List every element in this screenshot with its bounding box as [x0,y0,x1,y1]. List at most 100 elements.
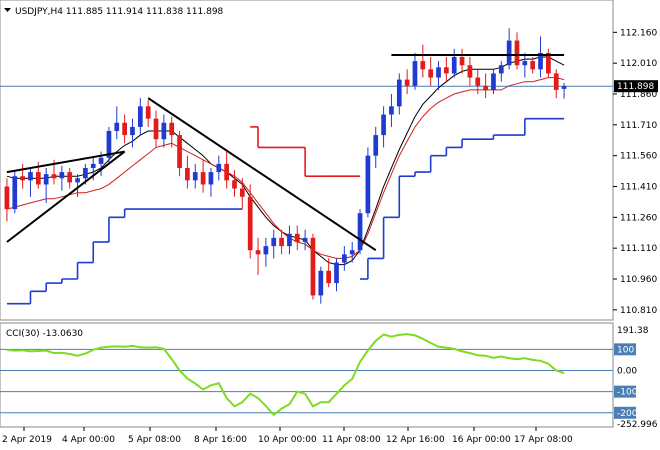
candle-body [381,114,386,136]
candle-body [137,106,143,127]
candle-body [412,61,418,86]
current-price-label: 111.898 [617,82,654,92]
candle-body [491,73,496,90]
candle-body [373,135,379,156]
candle-body [546,52,551,74]
candle-body [263,246,269,255]
candle-body [334,262,339,284]
y-tick-label: 111.560 [620,152,657,162]
candle-body [365,155,371,214]
candle-body [553,73,559,90]
axes: 112.160 112.010 111.860 111.710 111.560 111.4… [2,28,658,445]
candle-body [483,85,488,90]
candle-body [530,61,536,70]
x-tick-label: 2 Apr 2019 [2,435,52,445]
y-tick-label: 110.810 [620,306,657,316]
candle-body [185,168,190,181]
candle-body [357,213,363,251]
cci-level-box [614,385,636,398]
candle-body [302,237,308,242]
candle-body [310,237,316,296]
candle-body [35,172,41,185]
candle-body [28,172,33,181]
candle-body [404,79,410,86]
candle-body [342,254,347,263]
y-tick-label: 112.010 [620,59,657,69]
candle-body [389,106,394,115]
candle-body [208,172,214,185]
candle-body [83,168,88,179]
cci-tick-label: -100 [617,388,638,398]
candle-body [169,122,175,136]
candle-body [522,61,528,66]
x-tick-label: 4 Apr 00:00 [62,435,115,445]
x-tick-label: 17 Apr 08:00 [514,435,573,445]
main-plot-frame [0,0,614,321]
y-tick-label: 110.960 [620,275,657,285]
trendline [147,97,377,252]
candle-body [247,196,253,251]
candle-body [114,122,120,131]
candle-body [98,157,104,164]
candle-body [130,126,135,136]
candle-body [420,61,426,70]
candle-body [239,188,245,197]
candle-body [122,122,127,136]
x-tick-label: 8 Apr 16:00 [194,435,247,445]
candle-body [538,52,543,70]
candle-body [59,172,65,179]
candle-body [67,172,73,183]
cci-title: CCI(30) -13.0630 [6,329,83,339]
candle-body [459,57,465,66]
x-tick-label: 12 Apr 16:00 [386,435,445,445]
candle-body [216,163,222,173]
cci-level-box [614,343,636,356]
candle-body [271,237,277,247]
cci-tick-label: -252.996 [617,420,658,430]
x-tick-label: 11 Apr 08:00 [322,435,381,445]
cci-tick-label: -200 [617,409,638,419]
main-price-panel [0,28,613,305]
candle-body [161,122,167,140]
candle-body [561,86,567,89]
candle-body [90,163,96,168]
x-tick-label: 10 Apr 00:00 [258,435,317,445]
candle-body [326,270,332,284]
cci-level-box [614,406,636,419]
header-panel: USDJPY,H4 111.885 111.914 111.838 111.89… [4,7,224,17]
candle-body [396,79,402,107]
candle-body [451,57,457,74]
x-tick-label: 16 Apr 00:00 [452,435,511,445]
y-tick-label: 111.710 [620,121,657,131]
candle-body [145,106,151,119]
candle-body [4,186,10,210]
candle-body [177,135,182,168]
candle-body [279,237,284,247]
x-tick-label: 5 Apr 08:00 [128,435,181,445]
candle-body [75,178,80,183]
candle-body [294,233,300,242]
y-tick-label: 111.410 [620,183,657,193]
candle-body [43,174,49,185]
cci-tick-label: 100 [617,345,634,355]
candle-body [20,176,25,181]
y-tick-label: 111.860 [620,90,657,100]
candle-body [12,176,18,210]
candle-body [318,270,324,296]
candle-body [287,233,292,247]
candle-body [224,163,229,181]
trendline [6,150,126,243]
candle-body [428,69,434,78]
candle-body [153,118,159,140]
y-tick-label: 112.160 [620,28,657,38]
candle-body [232,180,237,189]
cci-line [6,333,565,417]
cci-plot-frame [0,322,614,428]
candle-body [506,40,512,66]
current-price-box [614,80,658,93]
chart-menu-triangle-icon[interactable] [4,8,11,12]
candle-body [467,65,473,78]
candle-body [200,172,206,185]
